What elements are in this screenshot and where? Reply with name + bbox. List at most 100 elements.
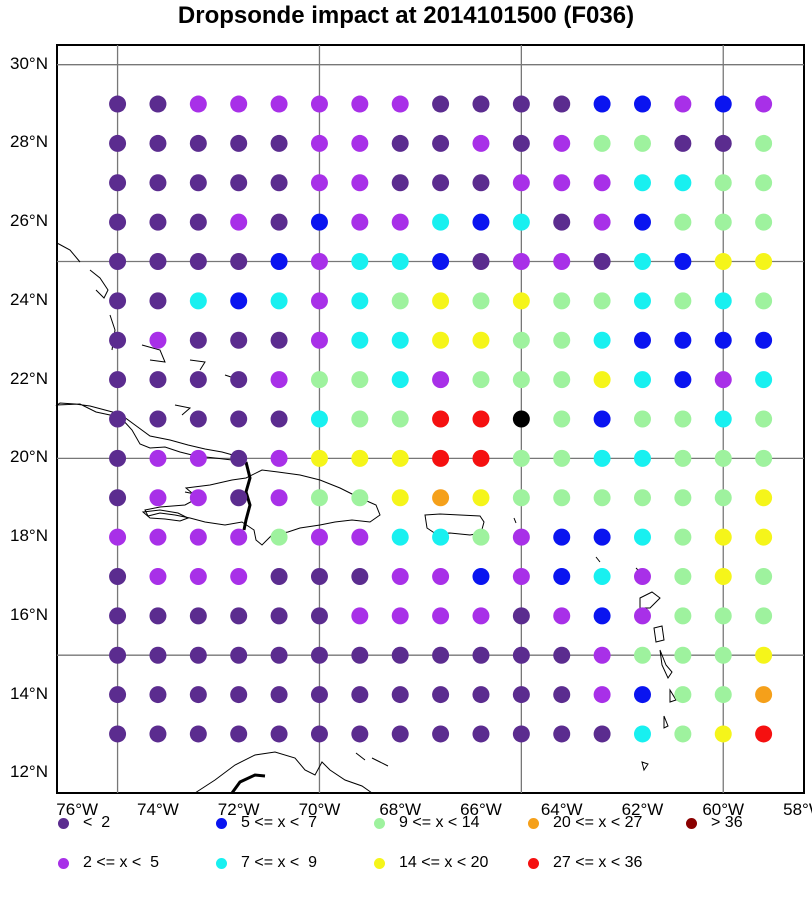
lon-tick-label: 74°W <box>137 800 179 819</box>
impact-dot <box>391 292 409 310</box>
impact-dot <box>230 567 248 585</box>
impact-dot <box>310 174 328 192</box>
impact-dot <box>270 528 288 546</box>
impact-dot <box>391 725 409 743</box>
lat-tick-label: 20°N <box>10 447 48 467</box>
impact-dot <box>553 528 571 546</box>
impact-dot <box>149 528 167 546</box>
legend-label: 7 <= x < 9 <box>241 854 318 871</box>
legend-label: 5 <= x < 7 <box>241 814 318 831</box>
impact-dot <box>714 567 732 585</box>
impact-dot <box>633 213 651 231</box>
impact-dot <box>593 567 611 585</box>
impact-dot <box>391 410 409 428</box>
impact-dot <box>472 686 490 704</box>
impact-dot <box>553 725 571 743</box>
impact-dot <box>391 253 409 271</box>
impact-dot <box>310 567 328 585</box>
impact-dot <box>633 95 651 113</box>
impact-dot <box>472 253 490 271</box>
impact-dot <box>714 292 732 310</box>
impact-dot <box>109 725 127 743</box>
impact-dot <box>351 292 369 310</box>
impact-dot <box>674 292 692 310</box>
legend-swatch <box>374 857 385 869</box>
legend-item: 27 <= x < 36 <box>528 852 642 874</box>
impact-dot <box>553 95 571 113</box>
impact-dot <box>674 489 692 507</box>
impact-dot <box>512 567 530 585</box>
legend-label: 9 <= x < 14 <box>399 814 480 831</box>
impact-dot <box>109 607 127 625</box>
lon-tick-label: 70°W <box>298 800 341 819</box>
lat-tick-label: 14°N <box>10 683 48 703</box>
impact-dot <box>230 686 248 704</box>
impact-dot <box>351 449 369 467</box>
legend-item: 20 <= x < 27 <box>528 812 642 834</box>
impact-dot <box>674 253 692 271</box>
impact-dot <box>512 134 530 152</box>
impact-dot <box>149 95 167 113</box>
impact-dot <box>553 134 571 152</box>
impact-dot <box>310 213 328 231</box>
lon-tick-label: 66°W <box>460 800 502 819</box>
impact-dot <box>714 253 732 271</box>
impact-dot <box>633 646 651 664</box>
legend-item: 5 <= x < 7 <box>216 812 317 834</box>
impact-dot <box>189 213 207 231</box>
impact-dot <box>189 331 207 349</box>
impact-dot <box>755 292 773 310</box>
impact-dot <box>149 253 167 271</box>
impact-dot <box>109 489 127 507</box>
impact-dot <box>755 331 773 349</box>
impact-dot <box>432 213 450 231</box>
impact-dot <box>553 174 571 192</box>
impact-dot <box>593 95 611 113</box>
border-colombia-venezuela <box>230 773 266 794</box>
legend-label: 20 <= x < 27 <box>553 814 643 831</box>
impact-dot <box>230 725 248 743</box>
impact-dot <box>512 725 530 743</box>
impact-dot <box>149 567 167 585</box>
coastline-venezuela <box>355 752 389 767</box>
impact-dot <box>432 489 450 507</box>
gridlines <box>57 45 804 793</box>
impact-dot <box>270 95 288 113</box>
lon-tick-label: 62°W <box>621 800 664 819</box>
lon-tick-label: 58°W <box>783 800 812 819</box>
impact-dot <box>593 292 611 310</box>
impact-dot <box>633 489 651 507</box>
legend-swatch <box>528 817 539 829</box>
lat-tick-label: 26°N <box>10 211 48 231</box>
impact-dot <box>714 331 732 349</box>
impact-dot <box>189 567 207 585</box>
impact-dot <box>714 410 732 428</box>
legend-swatch <box>374 817 385 829</box>
impact-dot <box>391 646 409 664</box>
impact-dot <box>230 528 248 546</box>
impact-dot <box>674 331 692 349</box>
impact-dot <box>633 134 651 152</box>
impact-dot <box>633 686 651 704</box>
impact-dot <box>553 646 571 664</box>
lat-tick-label: 24°N <box>10 289 48 309</box>
impact-dot <box>270 174 288 192</box>
impact-dot <box>755 449 773 467</box>
impact-dot <box>512 607 530 625</box>
impact-dot <box>310 686 328 704</box>
impact-dot <box>755 567 773 585</box>
impact-dot <box>472 449 490 467</box>
impact-dot <box>149 292 167 310</box>
impact-dot <box>351 528 369 546</box>
impact-dot <box>351 686 369 704</box>
impact-dot <box>674 686 692 704</box>
legend-item: 7 <= x < 9 <box>216 852 317 874</box>
impact-dot <box>633 410 651 428</box>
impact-dot <box>714 607 732 625</box>
impact-dot <box>674 646 692 664</box>
impact-dot <box>472 646 490 664</box>
impact-dot <box>432 371 450 389</box>
coastline-hispaniola <box>144 469 381 546</box>
impact-dot <box>391 607 409 625</box>
impact-dot <box>149 331 167 349</box>
